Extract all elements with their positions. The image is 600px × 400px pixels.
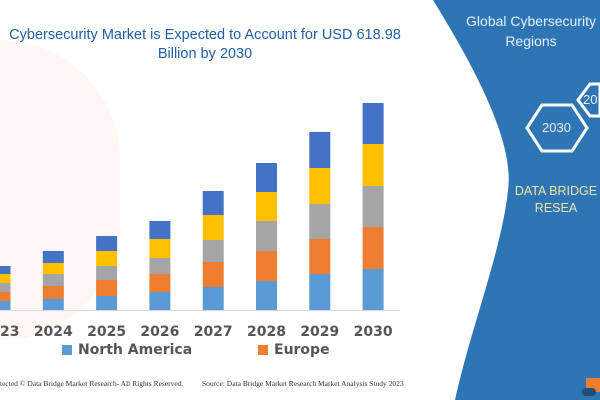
bar-2028-series-5	[256, 163, 277, 192]
bar-2028-series-3	[256, 221, 277, 251]
bar-2028-series-2	[256, 251, 277, 281]
legend-item-europe: Europe	[258, 342, 330, 358]
x-tick-label: 2024	[34, 324, 73, 340]
side-panel-title: Global Cybersecurity Regions	[462, 11, 600, 51]
legend-label: North America	[78, 342, 193, 358]
x-tick-label: 2029	[300, 324, 339, 340]
bar-2026-series-3	[149, 258, 171, 274]
bar-2029-series-2	[309, 239, 331, 274]
chart-title: Cybersecurity Market is Expected to Acco…	[0, 26, 450, 64]
hexagon-label-second: 20	[583, 92, 598, 107]
bar-2030-series-1	[362, 269, 384, 310]
bar-2026-series-2	[149, 274, 171, 292]
brand-line1: DATA BRIDGE	[514, 184, 598, 198]
bar-2026-series-5	[149, 221, 171, 239]
chart-title-line1: Cybersecurity Market is Expected to Acco…	[9, 27, 401, 43]
bar-2024-series-3	[42, 274, 64, 286]
bar-2028-series-4	[256, 192, 277, 221]
x-tick-label: 2027	[194, 324, 233, 340]
bar-2030-series-3	[362, 186, 384, 227]
bar-2024-series-5	[42, 251, 64, 263]
legend-swatch	[258, 345, 268, 355]
bar-2023-series-3	[0, 283, 11, 292]
bar-2027-series-2	[202, 262, 224, 287]
x-tick-label: 2026	[140, 324, 179, 340]
bar-2023-series-5	[0, 266, 11, 274]
bar-2030-series-4	[362, 144, 384, 186]
bar-2030-series-5	[362, 103, 384, 144]
bar-2026-series-4	[149, 239, 171, 258]
x-tick-label: 2025	[87, 324, 126, 340]
bar-2027-series-5	[202, 191, 224, 215]
bar-2025-series-4	[96, 251, 118, 266]
bar-2029-series-5	[309, 132, 331, 168]
bar-2025-series-1	[96, 296, 118, 310]
bar-2029-series-4	[309, 168, 331, 204]
source-footer: Source: Data Bridge Market Research Mark…	[202, 379, 404, 388]
copyright-footer: tected © Data Bridge Market Research- Al…	[0, 379, 184, 388]
legend-swatch	[62, 345, 72, 355]
side-title-line1: Global Cybersecurity	[466, 13, 596, 29]
chart-title-line2: Billion by 2030	[157, 46, 253, 62]
bar-2025-series-2	[96, 280, 118, 296]
side-title-line2: Regions	[505, 33, 557, 49]
bar-2024-series-2	[42, 286, 64, 299]
hexagon-2030	[525, 103, 589, 153]
bar-2027-series-3	[202, 240, 224, 262]
bar-2029-series-3	[309, 204, 331, 239]
hexagon-label-2030: 2030	[542, 120, 571, 135]
brand-text: DATA BRIDGE RESEA	[512, 183, 600, 217]
bar-2024-series-4	[42, 263, 64, 274]
bar-2025-series-3	[96, 266, 118, 280]
legend-item-north-america: North America	[62, 342, 192, 358]
x-tick-label: 2030	[354, 324, 393, 340]
hexagon-second	[576, 82, 600, 118]
bar-2029-series-1	[309, 274, 331, 310]
bar-2023-series-1	[0, 301, 11, 310]
bar-2026-series-1	[149, 292, 171, 310]
bar-2025-series-5	[96, 236, 118, 251]
bar-2023-series-2	[0, 292, 11, 301]
bar-2023-series-4	[0, 274, 11, 283]
bar-2028-series-1	[256, 281, 277, 310]
x-tick-label: 2028	[247, 324, 286, 340]
brand-line2: RESEA	[534, 201, 578, 215]
bar-2027-series-1	[202, 287, 224, 310]
bar-2030-series-2	[362, 227, 384, 269]
bar-2024-series-1	[42, 299, 64, 310]
x-tick-label: 23	[0, 324, 19, 340]
legend-label: Europe	[274, 342, 330, 358]
bar-2027-series-4	[202, 215, 224, 240]
